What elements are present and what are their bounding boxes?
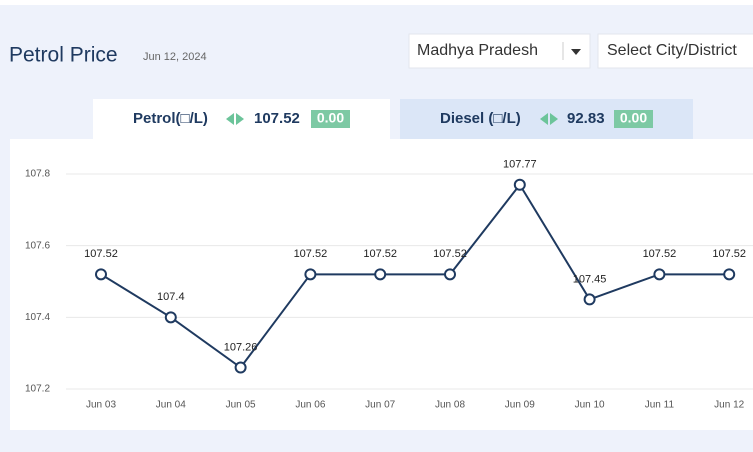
point <box>95 268 107 281</box>
tab-price: 107.52 <box>254 110 300 127</box>
state-select-text: Madhya Pradesh <box>417 42 538 59</box>
change-icon <box>226 113 244 125</box>
x-tick-label: Jun 11 <box>645 400 675 411</box>
data-label: 107.26 <box>224 341 258 353</box>
top-strip <box>0 0 753 5</box>
tab-change: 0.00 <box>620 110 647 126</box>
tab-price: 92.83 <box>567 110 605 127</box>
point <box>234 361 247 374</box>
x-tick-label: Jun 03 <box>86 400 116 411</box>
point <box>444 268 456 281</box>
tab-label: Petrol(□/L) <box>133 110 208 127</box>
data-label: 107.52 <box>363 248 397 260</box>
change-badge <box>614 110 653 128</box>
x-tick-label: Jun 12 <box>714 400 744 411</box>
x-tick-label: Jun 04 <box>156 400 186 411</box>
data-label: 107.77 <box>503 159 537 171</box>
point <box>583 293 596 306</box>
dropdown-arrow <box>571 49 581 55</box>
point <box>653 268 666 281</box>
x-tick-label: Jun 05 <box>226 400 256 411</box>
data-label: 107.45 <box>573 273 607 285</box>
data-label: 107.4 <box>157 291 185 303</box>
x-tick-label: Jun 09 <box>505 400 535 411</box>
point <box>513 178 526 191</box>
point <box>164 311 177 324</box>
change-icon <box>540 113 558 125</box>
data-label: 107.52 <box>294 248 328 260</box>
x-tick-label: Jun 10 <box>575 400 605 411</box>
page-title: Petrol Price <box>9 44 118 67</box>
y-tick-label: 107.4 <box>25 312 50 323</box>
state-select[interactable] <box>408 33 591 69</box>
x-tick-label: Jun 07 <box>365 400 395 411</box>
price-line <box>100 182 730 369</box>
chart-panel <box>10 139 753 430</box>
y-tick-label: 107.8 <box>25 169 50 180</box>
data-label: 107.52 <box>84 248 118 260</box>
change-badge <box>311 110 350 128</box>
tab-change: 0.00 <box>317 110 344 126</box>
point <box>374 268 387 281</box>
x-tick-label: Jun 06 <box>295 400 325 411</box>
data-label: 107.52 <box>643 248 677 260</box>
data-label: 107.52 <box>433 248 467 260</box>
tab-label: Diesel (□/L) <box>440 110 521 127</box>
city-select[interactable] <box>597 33 753 69</box>
y-tick-label: 107.2 <box>25 384 50 395</box>
date: Jun 12, 2024 <box>143 51 207 63</box>
x-tick-label: Jun 08 <box>435 400 465 411</box>
point <box>304 268 317 281</box>
point <box>723 268 736 281</box>
data-label: 107.52 <box>712 248 746 260</box>
y-tick-label: 107.6 <box>25 240 50 251</box>
city-select-text: Select City/District <box>607 42 737 59</box>
